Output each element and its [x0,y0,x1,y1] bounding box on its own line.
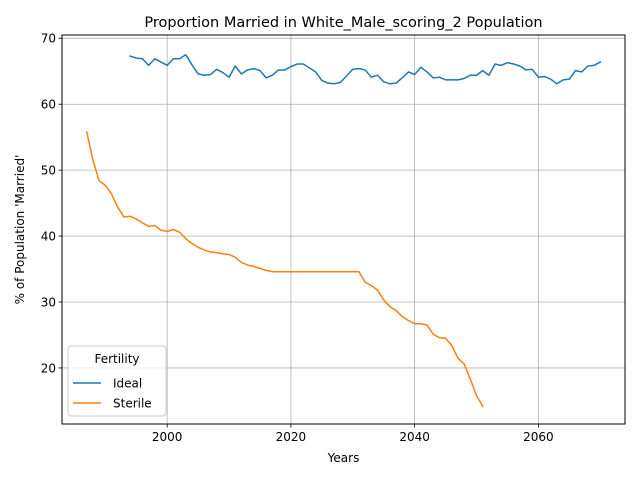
y-tick-label: 70 [41,32,56,46]
y-tick-label: 30 [41,295,56,309]
y-tick-label: 50 [41,163,56,177]
y-tick-label: 20 [41,361,56,375]
x-tick-label: 2000 [152,430,183,444]
legend-title: Fertility [94,352,139,366]
y-tick-label: 60 [41,98,56,112]
chart-title: Proportion Married in White_Male_scoring… [144,15,542,31]
x-tick-label: 2020 [276,430,307,444]
y-axis-label: % of Population 'Married' [13,155,27,305]
x-axis-label: Years [327,451,360,465]
legend: Fertility Ideal Sterile [68,346,166,416]
legend-label-ideal: Ideal [113,376,142,390]
y-tick-label: 40 [41,229,56,243]
legend-label-sterile: Sterile [113,396,152,410]
x-tick-label: 2040 [399,430,430,444]
x-tick-label: 2060 [523,430,554,444]
